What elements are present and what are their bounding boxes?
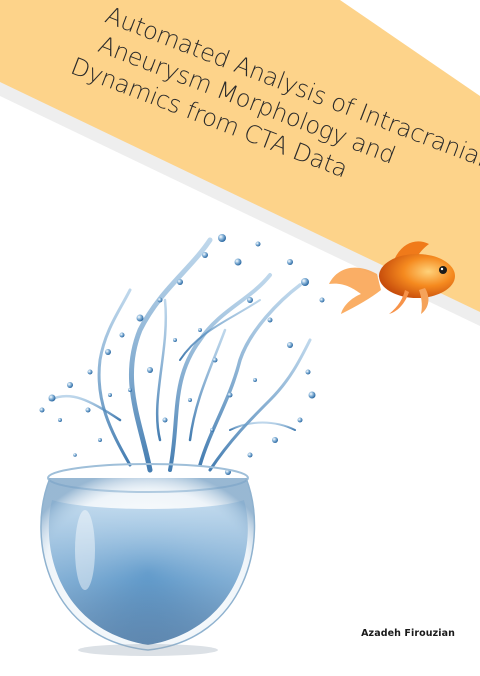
fish-eye: [439, 266, 447, 274]
fish-pectoral-fin: [419, 288, 429, 314]
fish-tail: [329, 267, 381, 314]
goldfish-illustration: [329, 241, 455, 314]
splash-stream: [48, 237, 312, 473]
fish-bowl-illustration: [40, 463, 256, 656]
bowl-highlight: [75, 510, 95, 590]
fish-pelvic-fin: [389, 290, 409, 314]
author-name: Azadeh Firouzian: [361, 628, 455, 639]
bowl-base-shadow: [78, 644, 218, 656]
splash-droplets: [39, 234, 325, 475]
title-band: [0, 0, 480, 312]
bowl-glass: [40, 477, 256, 651]
fish-body: [379, 254, 455, 298]
